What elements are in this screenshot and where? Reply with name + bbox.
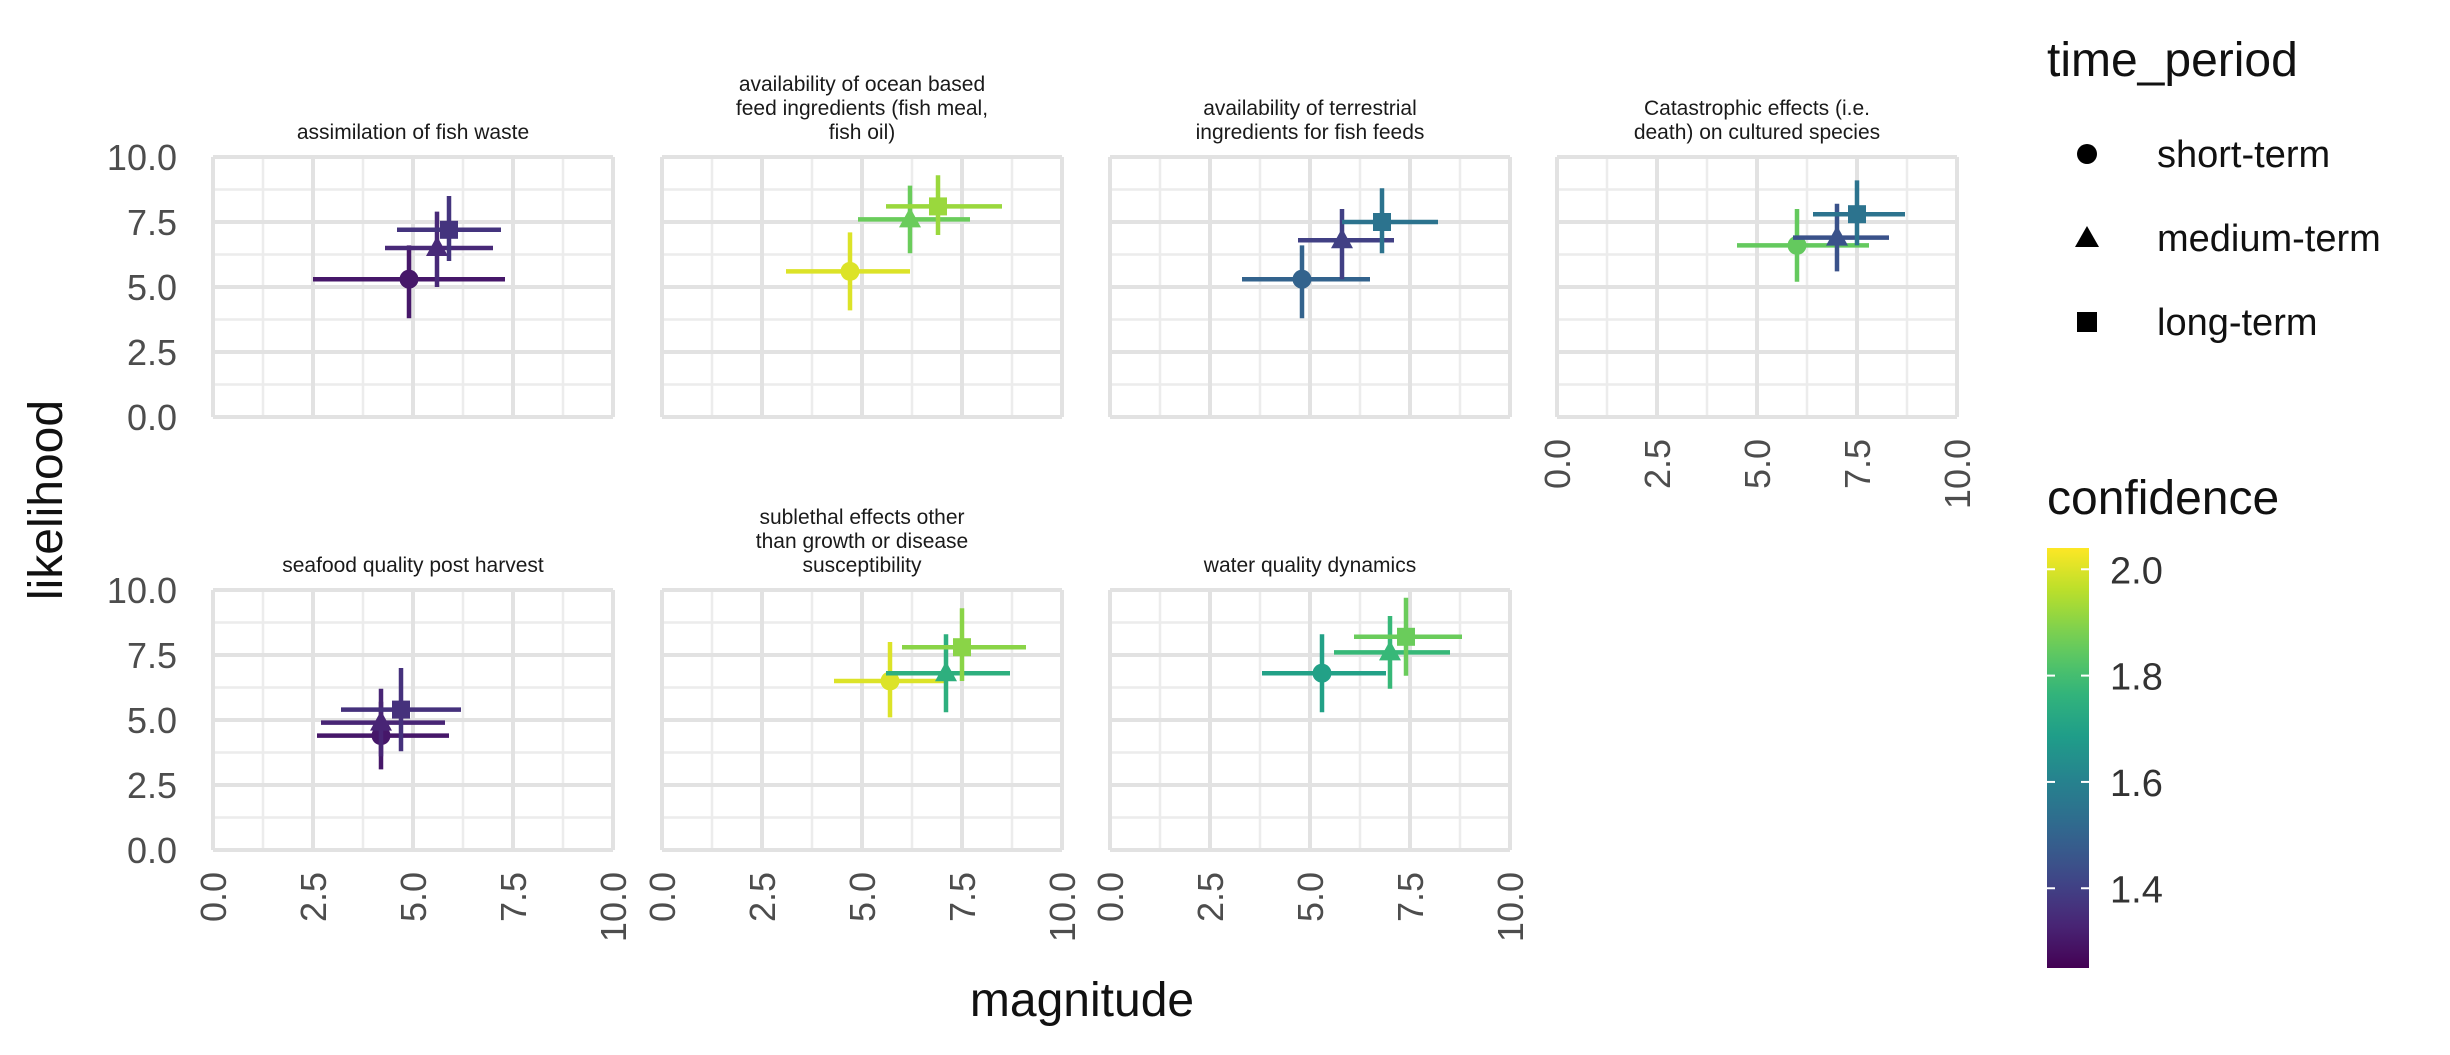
data-point-triangle (426, 236, 448, 256)
data-point-triangle (1331, 228, 1353, 249)
data-point-triangle (935, 661, 957, 682)
facet-title: feed ingredients (fish meal, (736, 97, 988, 120)
data-point-square (1397, 627, 1415, 646)
data-point-triangle (370, 710, 392, 731)
legend-key-triangle (2075, 226, 2099, 247)
legend-key-square (2077, 312, 2097, 332)
y-tick-label: 7.5 (127, 202, 177, 243)
x-tick-label: 7.5 (942, 872, 983, 922)
facet-title: susceptibility (802, 554, 922, 577)
y-tick-label: 2.5 (127, 765, 177, 806)
x-tick-label: 0.0 (642, 872, 683, 922)
y-tick-label: 10.0 (107, 137, 177, 178)
data-point-square (929, 197, 947, 216)
colorbar-tick-label: 2.0 (2110, 550, 2163, 592)
data-point-circle (880, 671, 900, 691)
x-tick-label: 0.0 (1537, 439, 1578, 489)
colorbar-tick-label: 1.6 (2110, 763, 2163, 805)
facet-title: fish oil) (829, 121, 896, 144)
facet-title: seafood quality post harvest (282, 554, 544, 577)
x-tick-label: 10.0 (1490, 872, 1531, 942)
y-tick-label: 5.0 (127, 267, 177, 308)
x-tick-label: 5.0 (1737, 439, 1778, 489)
data-point-triangle (899, 207, 921, 228)
x-tick-label: 2.5 (742, 872, 783, 922)
x-tick-label: 7.5 (493, 872, 534, 922)
data-point-circle (399, 269, 419, 289)
x-tick-label: 10.0 (1937, 439, 1978, 509)
facet-title: Catastrophic effects (i.e. (1644, 97, 1870, 120)
data-point-circle (840, 261, 860, 281)
x-tick-label: 10.0 (1042, 872, 1083, 942)
x-tick-label: 5.0 (393, 872, 434, 922)
y-tick-label: 0.0 (127, 830, 177, 871)
colorbar (2047, 548, 2089, 968)
y-tick-label: 10.0 (107, 570, 177, 611)
facet-panel: seafood quality post harvest 0.0 2.5 5.0 7.5… (107, 554, 634, 942)
y-tick-label: 2.5 (127, 332, 177, 373)
facet-title: availability of terrestrial (1203, 97, 1417, 120)
facet-panel: assimilation of fish waste 0.0 2.5 5.0 7.5 10… (107, 121, 615, 438)
x-tick-label: 5.0 (842, 872, 883, 922)
facet-title: death) on cultured species (1634, 121, 1880, 144)
data-point-triangle (1826, 225, 1848, 246)
facet-title: than growth or disease (756, 530, 968, 553)
facet-title: availability of ocean based (739, 73, 985, 96)
y-axis-title: likelihood (20, 400, 73, 600)
data-point-square (392, 700, 410, 719)
y-tick-label: 5.0 (127, 700, 177, 741)
x-tick-label: 2.5 (1637, 439, 1678, 489)
x-tick-label: 5.0 (1290, 872, 1331, 922)
facet-title: water quality dynamics (1203, 554, 1416, 577)
shape-legend-label: medium-term (2157, 218, 2381, 260)
y-tick-label: 7.5 (127, 635, 177, 676)
data-point-square (1848, 205, 1866, 224)
facet-title: ingredients for fish feeds (1196, 121, 1425, 144)
data-point-triangle (1379, 640, 1401, 661)
data-point-square (953, 638, 971, 657)
facet-panel: water quality dynamics 0.0 2.5 5.0 7.5 10.0 (1090, 554, 1531, 942)
data-point-circle (1292, 269, 1312, 289)
y-tick-label: 0.0 (127, 397, 177, 438)
facet-title: assimilation of fish waste (297, 121, 529, 144)
colorbar-tick-label: 1.8 (2110, 657, 2163, 699)
legend-key-circle (2077, 144, 2097, 164)
data-point-square (1373, 213, 1391, 231)
x-tick-label: 10.0 (593, 872, 634, 942)
shape-legend-label: long-term (2157, 302, 2318, 344)
x-tick-label: 2.5 (293, 872, 334, 922)
data-point-square (440, 220, 458, 239)
facet-panel: Catastrophic effects (i.e.death) on cult… (1537, 97, 1978, 509)
x-tick-label: 0.0 (193, 872, 234, 922)
colorbar-tick-label: 1.4 (2110, 869, 2163, 911)
x-tick-label: 7.5 (1837, 439, 1878, 489)
data-point-circle (1312, 663, 1332, 683)
shape-legend-title: time_period (2047, 34, 2298, 87)
shape-legend-label: short-term (2157, 134, 2330, 176)
x-axis-title: magnitude (970, 974, 1194, 1027)
color-legend-title: confidence (2047, 472, 2279, 525)
x-tick-label: 2.5 (1190, 872, 1231, 922)
data-point-circle (1787, 235, 1807, 255)
x-tick-label: 0.0 (1090, 872, 1131, 922)
facet-title: sublethal effects other (759, 506, 964, 529)
x-tick-label: 7.5 (1390, 872, 1431, 922)
